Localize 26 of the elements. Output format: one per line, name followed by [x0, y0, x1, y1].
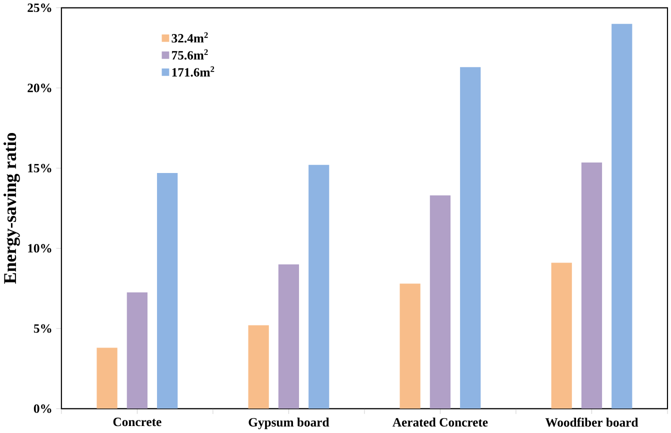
- legend-label: 75.6m$^{2}$: [172, 49, 208, 60]
- y-tick-label: 20%: [28, 84, 52, 92]
- bar: [126, 292, 148, 409]
- bar: [248, 325, 269, 409]
- y-tick-label: 15%: [28, 164, 52, 173]
- y-tick-label: 5%: [34, 324, 52, 333]
- y-tick-label: 0%: [34, 404, 52, 414]
- bar: [278, 264, 300, 409]
- bar: [308, 165, 330, 409]
- x-tick-label: Gypsum board: [248, 418, 330, 430]
- bar: [460, 67, 481, 409]
- bar: [551, 262, 572, 409]
- bar: [581, 162, 602, 409]
- y-tick-label: 10%: [28, 244, 52, 253]
- legend-label: 32.4m$^{2}$: [172, 32, 208, 43]
- x-tick-label: Aerated Concrete: [392, 418, 488, 427]
- y-tick-label: 25%: [28, 4, 52, 12]
- bar: [157, 173, 178, 409]
- bar: [96, 348, 118, 409]
- x-tick-label: Concrete: [113, 418, 162, 426]
- bar: [430, 196, 451, 409]
- x-tick-label: Woodfiber board: [545, 418, 638, 427]
- legend-label: 171.6m$^{2}$: [172, 66, 214, 77]
- bar: [612, 24, 632, 409]
- y-axis-title: Energy-saving ratio: [4, 133, 20, 284]
- bar: [400, 284, 420, 409]
